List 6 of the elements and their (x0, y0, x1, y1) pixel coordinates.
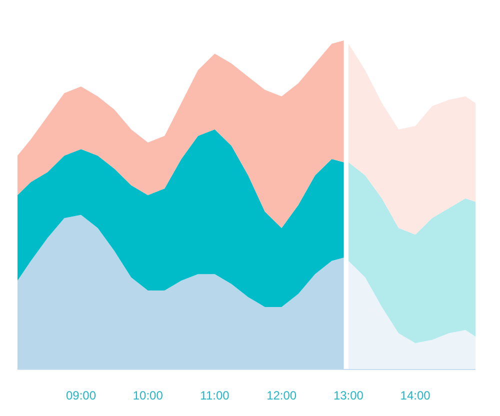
x-tick-label: 11:00 (200, 388, 230, 402)
x-tick-label: 12:00 (266, 388, 297, 402)
x-tick-label: 13:00 (333, 388, 364, 402)
x-tick-label: 10:00 (132, 388, 164, 402)
x-tick-label: 09:00 (66, 388, 96, 402)
x-tick-label: 14:00 (400, 388, 431, 402)
